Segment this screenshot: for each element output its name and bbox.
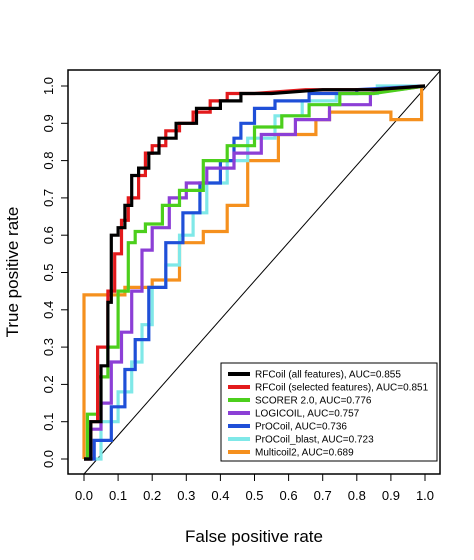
series-line-6: [84, 84, 425, 461]
y-tick-label: 0.8: [41, 152, 56, 170]
legend-box: [220, 362, 438, 462]
y-tick-label: 0.1: [41, 413, 56, 431]
x-tick-label: 0.9: [382, 488, 400, 503]
reference-diagonal-line: [83, 70, 441, 475]
x-tick-label: 0.5: [245, 488, 263, 503]
x-axis-title: False positive rate: [185, 527, 323, 546]
legend: RFCoil (all features), AUC=0.855 RFCoil (…: [220, 362, 438, 462]
x-tick-label: 0.6: [280, 488, 298, 503]
x-tick-label: 0.1: [109, 488, 127, 503]
y-tick-label: 0.7: [41, 189, 56, 207]
series-group: [82, 84, 426, 461]
legend-label-5: PrOCoil, AUC=0.736: [255, 422, 347, 433]
legend-label-6: PrOCoil_blast, AUC=0.723: [255, 435, 374, 446]
y-tick-label: 0.4: [41, 301, 56, 319]
y-axis-title: True positive rate: [3, 207, 22, 338]
x-axis: 0.0 0.1 0.2 0.3 0.4 0.5 0.6 0.7 0.8 0.9 1.0: [75, 474, 434, 503]
legend-label-1: RFCoil (all features), AUC=0.855: [255, 370, 401, 381]
legend-label-4: LOGICOIL, AUC=0.757: [255, 409, 360, 420]
series-line-4: [84, 84, 426, 461]
y-tick-label: 1.0: [41, 77, 56, 95]
y-tick-label: 0.5: [41, 263, 56, 281]
series-line-5: [84, 84, 426, 461]
x-tick-label: 0.2: [143, 488, 161, 503]
legend-label-7: Multicoil2, AUC=0.689: [255, 448, 354, 459]
x-tick-label: 0.7: [314, 488, 332, 503]
x-tick-label: 0.4: [211, 488, 229, 503]
y-axis: 0.0 0.1 0.2 0.3 0.4 0.5 0.6 0.7 0.8 0.9 1.0: [41, 77, 68, 468]
x-tick-label: 1.0: [416, 488, 434, 503]
legend-label-3: SCORER 2.0, AUC=0.776: [255, 396, 372, 407]
y-tick-label: 0.9: [41, 114, 56, 132]
x-tick-label: 0.8: [348, 488, 366, 503]
y-tick-label: 0.6: [41, 226, 56, 244]
reference-line-group: [83, 70, 441, 475]
x-tick-label: 0.3: [177, 488, 195, 503]
series-line-1: [84, 84, 426, 461]
y-tick-label: 0.0: [41, 450, 56, 468]
y-tick-label: 0.3: [41, 338, 56, 356]
legend-label-2: RFCoil (selected features), AUC=0.851: [255, 383, 429, 394]
y-tick-label: 0.2: [41, 375, 56, 393]
x-tick-label: 0.0: [75, 488, 93, 503]
